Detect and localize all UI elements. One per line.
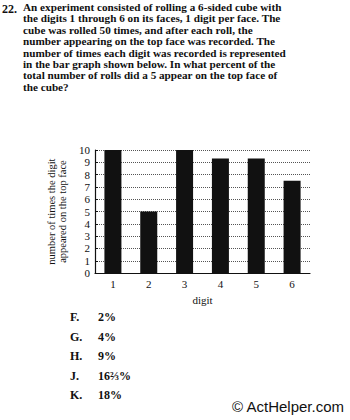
svg-text:4: 4 (85, 218, 91, 230)
html-text:An experiment consisted of rol: An experiment consisted of rolling a 6-s… (23, 1, 282, 13)
html-text:F.: F. (70, 310, 80, 324)
svg-text:1: 1 (85, 255, 91, 267)
html-text:in the bar graph shown below.: in the bar graph shown below. In what pe… (23, 58, 276, 70)
html-text:2%: 2% (98, 310, 116, 324)
svg-text:6: 6 (85, 193, 91, 205)
html-text:K.: K. (70, 388, 83, 402)
svg-text:1: 1 (110, 278, 116, 290)
svg-text:9: 9 (85, 156, 91, 168)
html-text:J.: J. (70, 368, 79, 383)
html-text:9%: 9% (98, 349, 116, 363)
svg-text:3: 3 (85, 230, 91, 242)
svg-text:3: 3 (182, 278, 188, 290)
svg-text:10: 10 (79, 144, 91, 156)
html-text:cube was rolled 50 times, and: cube was rolled 50 times, and after each… (23, 23, 253, 36)
svg-text:2: 2 (146, 278, 152, 290)
svg-text:7: 7 (85, 181, 91, 193)
svg-text:6: 6 (289, 278, 295, 290)
html-text:G.: G. (70, 329, 83, 344)
html-text:16⅔%: 16⅔% (98, 368, 131, 383)
svg-text:digit: digit (192, 294, 212, 306)
html-text:© ActHelper.com: © ActHelper.com (232, 398, 344, 415)
svg-text:5: 5 (85, 206, 91, 218)
html-text:number appearing on the top fa: number appearing on the top face was rec… (23, 35, 275, 48)
svg-text:2: 2 (85, 242, 91, 254)
svg-text:8: 8 (85, 169, 91, 181)
svg-text:appeared on the top face: appeared on the top face (57, 160, 68, 263)
html-text:H.: H. (70, 349, 83, 363)
html-text:total number of rolls did a 5: total number of rolls did a 5 appear on … (23, 69, 278, 82)
html-text:number of times each digit was: number of times each digit was recorded … (23, 46, 286, 59)
svg-text:0: 0 (85, 267, 91, 279)
html-text:the cube?: the cube? (23, 80, 69, 93)
svg-text:5: 5 (254, 278, 260, 290)
svg-text:number of times the digit: number of times the digit (46, 158, 57, 264)
html-text:22.: 22. (2, 2, 17, 16)
svg-text:4: 4 (218, 278, 224, 290)
html-text:4%: 4% (98, 329, 116, 344)
html-text:18%: 18% (98, 388, 122, 402)
html-text:the digits 1 through 6 on its: the digits 1 through 6 on its faces, 1 d… (23, 12, 281, 25)
